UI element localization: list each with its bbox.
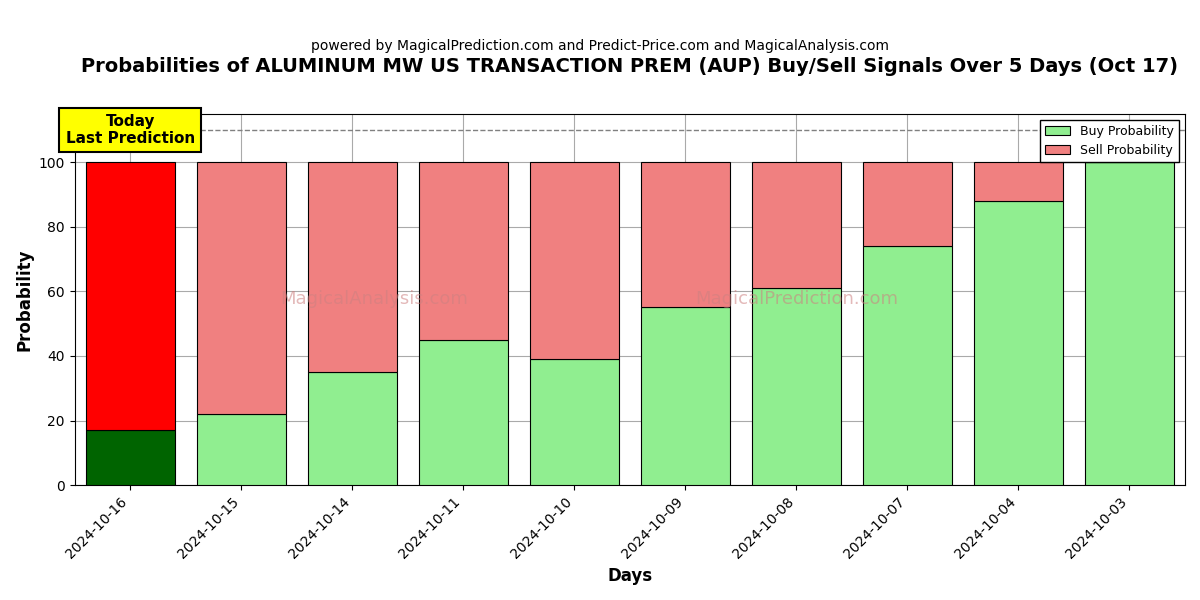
Bar: [419, 162, 508, 340]
Bar: [308, 162, 397, 372]
Text: MagicalPrediction.com: MagicalPrediction.com: [695, 290, 898, 308]
Text: powered by MagicalPrediction.com and Predict-Price.com and MagicalAnalysis.com: powered by MagicalPrediction.com and Pre…: [311, 39, 889, 53]
Text: Today
Last Prediction: Today Last Prediction: [66, 113, 194, 146]
Title: Probabilities of ALUMINUM MW US TRANSACTION PREM (AUP) Buy/Sell Signals Over 5 D: Probabilities of ALUMINUM MW US TRANSACT…: [82, 57, 1178, 76]
Bar: [85, 162, 174, 430]
Bar: [641, 162, 730, 307]
Bar: [197, 162, 286, 414]
Y-axis label: Probability: Probability: [16, 248, 34, 350]
Bar: [974, 162, 1063, 201]
Bar: [530, 359, 619, 485]
Text: MagicalAnalysis.com: MagicalAnalysis.com: [281, 290, 468, 308]
Bar: [752, 162, 841, 288]
Bar: [308, 372, 397, 485]
Bar: [641, 307, 730, 485]
Bar: [974, 201, 1063, 485]
Legend: Buy Probability, Sell Probability: Buy Probability, Sell Probability: [1040, 120, 1178, 162]
X-axis label: Days: Days: [607, 567, 653, 585]
Bar: [863, 246, 952, 485]
Bar: [752, 288, 841, 485]
Bar: [197, 414, 286, 485]
Bar: [530, 162, 619, 359]
Bar: [1085, 162, 1174, 485]
Bar: [419, 340, 508, 485]
Bar: [85, 430, 174, 485]
Bar: [863, 162, 952, 246]
